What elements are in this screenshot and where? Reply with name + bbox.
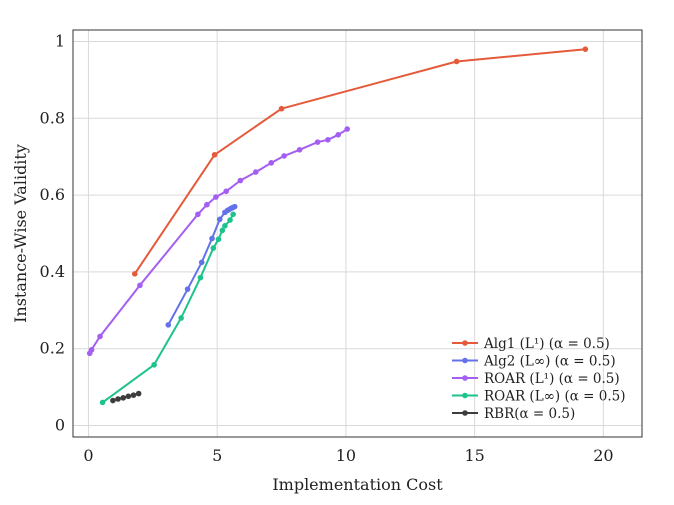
data-point: [314, 139, 321, 145]
data-point: [165, 322, 172, 328]
y-tick-label: 0.2: [40, 339, 65, 358]
legend-label: Alg1 (L¹) (α = 0.5): [483, 336, 610, 352]
legend-marker: [462, 375, 468, 381]
data-point: [110, 397, 116, 404]
legend-marker: [462, 357, 468, 364]
data-point: [130, 392, 137, 398]
x-tick-label: 5: [212, 446, 222, 465]
series-2: [86, 126, 351, 357]
x-tick-label: 20: [593, 446, 613, 465]
data-point: [582, 46, 589, 52]
y-tick-label: 0.6: [40, 185, 65, 204]
series-4: [110, 390, 142, 404]
grid-layer: [73, 30, 642, 437]
plot-frame: [72, 29, 643, 438]
data-point: [213, 194, 219, 200]
y-tick-label: 1: [55, 32, 65, 51]
data-point: [204, 201, 210, 208]
data-point: [216, 216, 223, 223]
data-point: [97, 333, 103, 340]
data-point: [227, 217, 233, 223]
data-point: [195, 211, 201, 218]
data-point: [137, 282, 143, 289]
data-point: [115, 396, 121, 402]
data-point: [198, 259, 205, 266]
x-tick-label: 0: [83, 446, 93, 465]
data-point: [335, 132, 341, 138]
data-point: [197, 274, 204, 281]
data-point: [210, 245, 217, 251]
data-point: [99, 399, 106, 406]
data-point: [296, 146, 303, 153]
data-point: [344, 126, 351, 132]
data-point: [278, 105, 285, 112]
data-point: [237, 177, 244, 184]
data-point: [231, 203, 238, 210]
legend-label: RBR(α = 0.5): [484, 406, 575, 422]
legend-marker: [462, 340, 468, 346]
y-axis-title: Instance-Wise Validity: [11, 144, 30, 323]
legend-marker: [462, 392, 468, 399]
series-line: [102, 213, 234, 404]
tick-layer: 0 5 10 15 20 0 0.2 0.4 0.6 0.8 1: [40, 32, 614, 465]
data-point: [223, 188, 229, 195]
data-point: [222, 223, 228, 229]
x-tick-label: 15: [464, 446, 484, 465]
x-tick-label: 10: [336, 446, 356, 465]
data-point: [178, 315, 184, 321]
series-line: [133, 48, 586, 275]
data-point: [209, 235, 215, 242]
data-point: [230, 211, 236, 218]
data-point: [131, 271, 138, 277]
legend-label: Alg2 (L∞) (α = 0.5): [483, 354, 616, 370]
series-3: [99, 211, 236, 406]
y-tick-label: 0: [55, 415, 65, 434]
data-point: [125, 393, 132, 400]
legend-item: Alg2 (L∞) (α = 0.5): [452, 354, 616, 370]
legend-item: ROAR (L∞) (α = 0.5): [452, 389, 626, 405]
series-0: [131, 46, 589, 277]
legend-label: ROAR (L¹) (α = 0.5): [484, 371, 620, 387]
legend-marker: [462, 410, 468, 416]
data-point: [151, 362, 157, 368]
legend-item: ROAR (L¹) (α = 0.5): [452, 371, 620, 387]
data-point: [211, 151, 218, 158]
x-axis-title: Implementation Cost: [272, 475, 443, 494]
series-1: [165, 203, 238, 328]
data-point: [215, 236, 222, 243]
series-layer: [86, 46, 589, 406]
data-point: [88, 347, 95, 353]
data-point: [219, 227, 226, 234]
data-point: [120, 395, 127, 401]
legend: Alg1 (L¹) (α = 0.5)Alg2 (L∞) (α = 0.5)RO…: [452, 336, 626, 422]
data-point: [135, 390, 142, 397]
data-point: [184, 286, 191, 292]
legend-item: RBR(α = 0.5): [452, 406, 575, 422]
data-point: [281, 153, 287, 159]
data-point: [453, 58, 460, 65]
legend-label: ROAR (L∞) (α = 0.5): [484, 389, 626, 405]
y-tick-label: 0.8: [40, 108, 65, 127]
data-point: [268, 160, 275, 166]
y-tick-label: 0.4: [40, 262, 65, 281]
legend-item: Alg1 (L¹) (α = 0.5): [452, 336, 610, 352]
data-point: [325, 137, 331, 143]
data-point: [253, 169, 259, 175]
